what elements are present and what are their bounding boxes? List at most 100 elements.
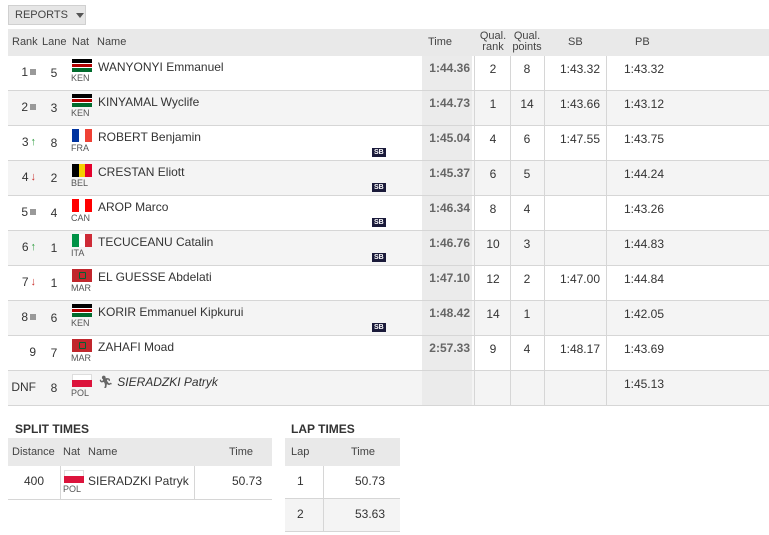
divider — [510, 196, 511, 230]
time-cell-bg — [422, 231, 472, 265]
table-row[interactable]: 3 ↑ 8 FRA ROBERT Benjamin 1:45.04 4 6 1:4… — [8, 126, 769, 161]
divider — [474, 301, 475, 335]
reports-dropdown[interactable]: REPORTS — [8, 5, 86, 25]
lap-row[interactable]: 1 50.73 — [285, 466, 400, 499]
divider — [544, 56, 545, 90]
arrow-down-icon: ↓ — [30, 276, 37, 288]
header-sb[interactable]: SB — [568, 36, 583, 48]
divider — [606, 231, 607, 265]
table-row[interactable]: 2 3 KEN KINYAMAL Wyclife 1:44.73 1 14 1:… — [8, 91, 769, 126]
no-change-icon — [30, 104, 36, 110]
header-name[interactable]: Name — [97, 36, 127, 48]
table-row[interactable]: 9 7 MAR ZAHAFI Moad 2:57.33 9 4 1:48.17 … — [8, 336, 769, 371]
flag-icon — [72, 304, 92, 317]
athlete-name-link[interactable]: EL GUESSE Abdelati — [98, 270, 212, 284]
header-time[interactable]: Time — [428, 36, 453, 48]
athlete-name-link[interactable]: TECUCEANU Catalin — [98, 235, 213, 249]
nat-code: ITA — [71, 248, 85, 258]
qual-points-cell: 2 — [523, 272, 531, 286]
split-times-title: SPLIT TIMES — [15, 422, 90, 436]
split-row[interactable]: 400 POL SIERADZKI Patryk 50.73 — [8, 466, 272, 500]
lap-times-header: Lap Time — [285, 438, 400, 466]
time-cell-bg — [422, 266, 472, 300]
header-qual-rank-line1: Qual. — [479, 30, 507, 42]
athlete-name: KORIR Emmanuel Kipkurui — [98, 305, 244, 319]
sb-cell: 1:47.00 — [559, 272, 600, 286]
time-cell: 1:44.36 — [429, 61, 470, 75]
lap-row[interactable]: 2 53.63 — [285, 499, 400, 532]
rank-cell: 1 — [8, 65, 36, 79]
athlete-name-link[interactable]: ZAHAFI Moad — [98, 340, 174, 354]
time-cell-bg — [422, 336, 472, 370]
athlete-name-link[interactable]: WANYONYI Emmanuel — [98, 60, 224, 74]
divider — [606, 301, 607, 335]
table-row[interactable]: 5 4 CAN AROP Marco 1:46.34 8 4 1:43.26 S… — [8, 196, 769, 231]
lap-times-table: Lap Time 1 50.73 2 53.63 — [285, 438, 400, 532]
header-rank[interactable]: Rank — [12, 36, 38, 48]
qual-rank-cell: 8 — [489, 202, 497, 216]
rank-value: 7 — [21, 275, 29, 289]
results-header: Rank Lane Nat Name Time Qual. rank Qual.… — [8, 29, 769, 56]
qual-rank-cell: 1 — [489, 97, 497, 111]
nat-code: KEN — [71, 73, 90, 83]
divider — [606, 196, 607, 230]
flag-icon — [72, 234, 93, 247]
header-qual-points-line2: points — [512, 41, 542, 53]
nat-code: POL — [71, 388, 90, 398]
rank-cell: 6 ↑ — [8, 240, 36, 254]
flag-icon — [72, 339, 92, 352]
time-cell-bg — [422, 161, 472, 195]
divider — [544, 91, 545, 125]
athlete-name-link[interactable]: KINYAMAL Wyclife — [98, 95, 199, 109]
time-cell: 1:45.04 — [429, 131, 470, 145]
divider — [323, 499, 324, 532]
time-cell: 1:47.10 — [429, 271, 470, 285]
nat-code: FRA — [71, 143, 89, 153]
divider — [606, 336, 607, 370]
pb-cell: 1:44.83 — [623, 237, 664, 251]
athlete-name-link[interactable]: KORIR Emmanuel Kipkurui — [98, 305, 243, 319]
time-cell: 1:45.37 — [429, 166, 470, 180]
table-row[interactable]: 6 ↑ 1 ITA TECUCEANU Catalin 1:46.76 10 3 … — [8, 231, 769, 266]
lane-cell: 1 — [50, 276, 58, 290]
rank-cell: 9 — [8, 345, 36, 359]
header-lane[interactable]: Lane — [42, 36, 67, 48]
qual-rank-cell: 12 — [486, 272, 500, 286]
header-pb[interactable]: PB — [635, 36, 650, 48]
divider — [544, 266, 545, 300]
qual-points-cell: 8 — [523, 62, 531, 76]
no-change-icon — [30, 69, 36, 75]
flag-icon — [72, 199, 93, 212]
athlete-name-link[interactable]: 🏃︎ SIERADZKI Patryk — [98, 375, 218, 389]
table-row[interactable]: DNF 8 POL 🏃︎ SIERADZKI Patryk 1:45.13 — [8, 371, 769, 406]
sb-badge: SB — [372, 183, 386, 192]
divider — [544, 336, 545, 370]
athlete-name-link[interactable]: ROBERT Benjamin — [98, 130, 201, 144]
header-qual-points[interactable]: Qual. points — [510, 31, 544, 53]
qual-rank-cell: 14 — [486, 307, 500, 321]
split-header-distance: Distance — [12, 446, 55, 458]
table-row[interactable]: 8 6 KEN KORIR Emmanuel Kipkurui 1:48.42 … — [8, 301, 769, 336]
athlete-name: KINYAMAL Wyclife — [98, 95, 200, 109]
table-row[interactable]: 4 ↓ 2 BEL CRESTAN Eliott 1:45.37 6 5 1:44… — [8, 161, 769, 196]
header-nat[interactable]: Nat — [72, 36, 90, 48]
lane-cell: 8 — [50, 381, 58, 395]
qual-points-cell: 6 — [523, 132, 531, 146]
flag-icon — [72, 94, 92, 107]
athlete-name-link[interactable]: CRESTAN Eliott — [98, 165, 184, 179]
divider — [510, 301, 511, 335]
divider — [474, 371, 475, 405]
pb-cell: 1:44.24 — [623, 167, 664, 181]
pb-cell: 1:43.75 — [623, 132, 664, 146]
arrow-down-icon: ↓ — [30, 171, 37, 183]
qual-points-cell: 14 — [520, 97, 534, 111]
table-row[interactable]: 1 5 KEN WANYONYI Emmanuel 1:44.36 2 8 1:… — [8, 56, 769, 91]
split-athlete-name[interactable]: SIERADZKI Patryk — [88, 474, 189, 488]
header-qual-rank[interactable]: Qual. rank — [478, 31, 508, 53]
divider — [474, 196, 475, 230]
sb-badge: SB — [372, 148, 386, 157]
athlete-name-link[interactable]: AROP Marco — [98, 200, 168, 214]
lap-time: 50.73 — [354, 474, 385, 488]
table-row[interactable]: 7 ↓ 1 MAR EL GUESSE Abdelati 1:47.10 12 2… — [8, 266, 769, 301]
lane-cell: 6 — [50, 311, 58, 325]
